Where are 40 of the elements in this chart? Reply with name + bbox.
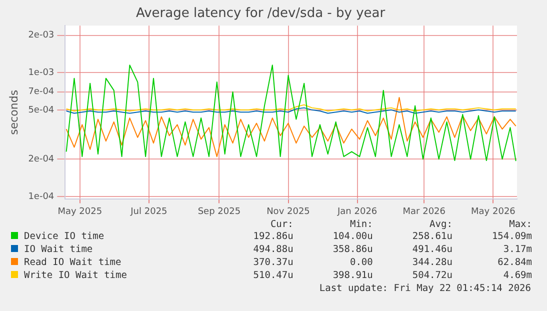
text: Avg: <box>428 219 452 230</box>
text: 504.72u <box>411 269 452 282</box>
x-tick-label: Jul 2025 <box>130 206 168 217</box>
legend-label: IO Wait time <box>24 244 93 255</box>
x-tick-label: May 2025 <box>58 206 102 217</box>
text: 370.37u <box>252 256 294 269</box>
text: 154.09m <box>490 230 532 243</box>
text: 510.47u <box>252 269 294 282</box>
chart-title: Average latency for /dev/sda - by year <box>136 6 386 22</box>
text: 192.86u <box>252 230 294 243</box>
x-tick-label: Jan 2026 <box>336 206 378 217</box>
legend-label: Read IO Wait time <box>24 257 122 268</box>
x-tick-label: May 2026 <box>471 206 516 217</box>
text: Cur: <box>269 219 294 230</box>
text: 104.00u <box>332 230 373 243</box>
text: 358.86u <box>332 243 373 256</box>
text: 0.00 <box>348 256 373 269</box>
y-tick-label: 1e-04 <box>28 192 54 202</box>
text: 494.88u <box>252 243 294 256</box>
text: 491.46u <box>411 243 452 256</box>
x-tick-label: Nov 2025 <box>266 206 310 217</box>
y-tick-label: 1e-03 <box>28 68 54 78</box>
text: 4.69m <box>502 269 532 282</box>
y-tick-label: 2e-03 <box>28 30 54 41</box>
y-tick-label: 2e-04 <box>28 154 54 165</box>
text: 3.17m <box>502 243 532 256</box>
y-tick-label: 7e-04 <box>28 87 54 98</box>
text: Last update: Fri May 22 01:45:14 2026 <box>318 282 532 295</box>
x-tick-label: Mar 2026 <box>402 206 446 217</box>
y-tick-label: 5e-04 <box>28 105 54 116</box>
text: 62.84m <box>496 256 532 269</box>
x-tick-label: Sep 2025 <box>198 206 241 217</box>
text: 258.61u <box>411 230 452 243</box>
text: Min: <box>348 219 373 230</box>
y-axis-title: seconds <box>7 90 20 135</box>
legend-label: Device IO time <box>24 231 104 242</box>
text: 398.91u <box>332 269 373 282</box>
text: Max: <box>508 219 532 230</box>
text: 344.28u <box>411 256 452 269</box>
legend-label: Write IO Wait time <box>24 270 127 281</box>
